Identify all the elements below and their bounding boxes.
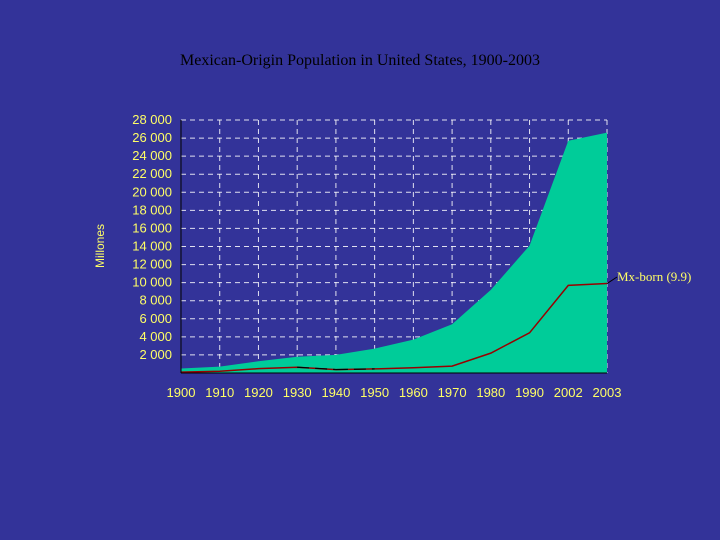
- y-tick-label-8000: 8 000: [139, 293, 172, 308]
- x-tick-label-2002: 2002: [554, 385, 583, 400]
- y-tick-label-6000: 6 000: [139, 311, 172, 326]
- series-line-mx-born-segment-1930: [297, 366, 336, 371]
- x-tick-label-2003: 2003: [593, 385, 622, 400]
- y-tick-label-18000: 18 000: [132, 202, 172, 217]
- series-area-total: [181, 132, 607, 373]
- x-tick-label-1910: 1910: [205, 385, 234, 400]
- y-tick-label-24000: 24 000: [132, 148, 172, 163]
- series-line-layer: [180, 276, 618, 373]
- y-tick-label-2000: 2 000: [139, 347, 172, 362]
- y-axis-label: Millones: [93, 224, 107, 268]
- series-area-layer: [181, 132, 607, 373]
- y-tick-label-12000: 12 000: [132, 257, 172, 272]
- mx-born-annotation: Mx-born (9.9): [617, 269, 691, 284]
- y-tick-label-22000: 22 000: [132, 166, 172, 181]
- series-line-mx-born-segment-1940: [335, 368, 375, 371]
- x-tick-label-1970: 1970: [438, 385, 467, 400]
- y-axis-ticks: 2 000 4 000 6 000 8 000 10 000 12 000 14 000 16…: [132, 112, 172, 362]
- x-tick-label-1940: 1940: [321, 385, 350, 400]
- y-tick-label-16000: 16 000: [132, 220, 172, 235]
- y-tick-label-10000: 10 000: [132, 275, 172, 290]
- series-line-mx-born: [180, 282, 608, 373]
- y-tick-label-26000: 26 000: [132, 130, 172, 145]
- x-tick-label-1920: 1920: [244, 385, 273, 400]
- x-tick-label-1900: 1900: [167, 385, 196, 400]
- axes: [180, 120, 607, 374]
- y-tick-label-14000: 14 000: [132, 239, 172, 254]
- y-tick-label-28000: 28 000: [132, 112, 172, 127]
- y-tick-label-20000: 20 000: [132, 184, 172, 199]
- x-tick-label-1980: 1980: [476, 385, 505, 400]
- x-tick-label-1990: 1990: [515, 385, 544, 400]
- annotation-leader: [606, 276, 618, 284]
- x-tick-label-1950: 1950: [360, 385, 389, 400]
- x-axis-ticks: 1900 1910 1920 1930 1940 1950 1960 1970 1980 1990…: [167, 385, 622, 400]
- y-tick-label-4000: 4 000: [139, 329, 172, 344]
- chart-title: Mexican-Origin Population in United Stat…: [180, 52, 540, 69]
- x-tick-label-1930: 1930: [283, 385, 312, 400]
- x-tick-label-1960: 1960: [399, 385, 428, 400]
